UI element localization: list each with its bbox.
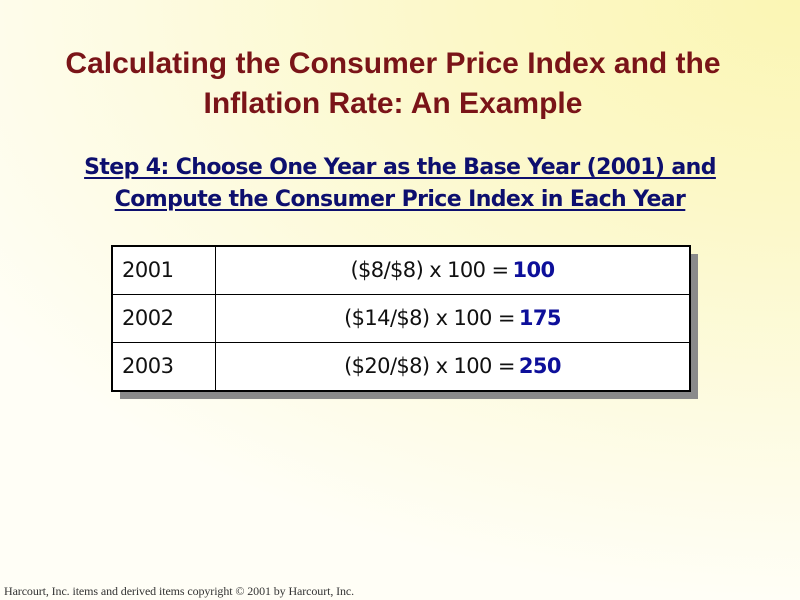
formula-text: ($14/$8) x 100 =	[344, 306, 515, 330]
row-divider	[113, 342, 689, 343]
step-heading-line-2: Compute the Consumer Price Index in Each…	[114, 187, 686, 212]
footer-copyright: Harcourt, Inc. items and derived items c…	[4, 584, 355, 598]
slide-title-line-1: Calculating the Consumer Price Index and…	[65, 47, 721, 80]
year-cell: 2003	[122, 354, 174, 378]
table-row-2002: 2002 ($14/$8) x 100 = 175	[113, 295, 689, 342]
slide-title: Calculating the Consumer Price Index and…	[0, 44, 786, 124]
cpi-table: 2001 ($8/$8) x 100 = 100 2002 ($14/$8) x …	[111, 245, 691, 392]
year-cell: 2002	[122, 306, 174, 330]
cpi-result: 175	[518, 306, 562, 330]
formula-text: ($20/$8) x 100 =	[344, 354, 515, 378]
cpi-result: 100	[512, 258, 556, 282]
table-row-2001: 2001 ($8/$8) x 100 = 100	[113, 247, 689, 294]
row-divider	[113, 294, 689, 295]
formula-cell: ($8/$8) x 100 = 100	[216, 247, 689, 294]
step-heading-line-1: Step 4: Choose One Year as the Base Year…	[84, 155, 716, 180]
column-divider	[215, 247, 216, 390]
formula-cell: ($14/$8) x 100 = 175	[216, 295, 689, 342]
table-row-2003: 2003 ($20/$8) x 100 = 250	[113, 343, 689, 390]
slide-title-line-2: Inflation Rate: An Example	[203, 87, 583, 120]
cpi-result: 250	[518, 354, 562, 378]
year-cell: 2001	[122, 258, 174, 282]
formula-text: ($8/$8) x 100 =	[350, 258, 509, 282]
step-heading: Step 4: Choose One Year as the Base Year…	[0, 152, 800, 216]
formula-cell: ($20/$8) x 100 = 250	[216, 343, 689, 390]
